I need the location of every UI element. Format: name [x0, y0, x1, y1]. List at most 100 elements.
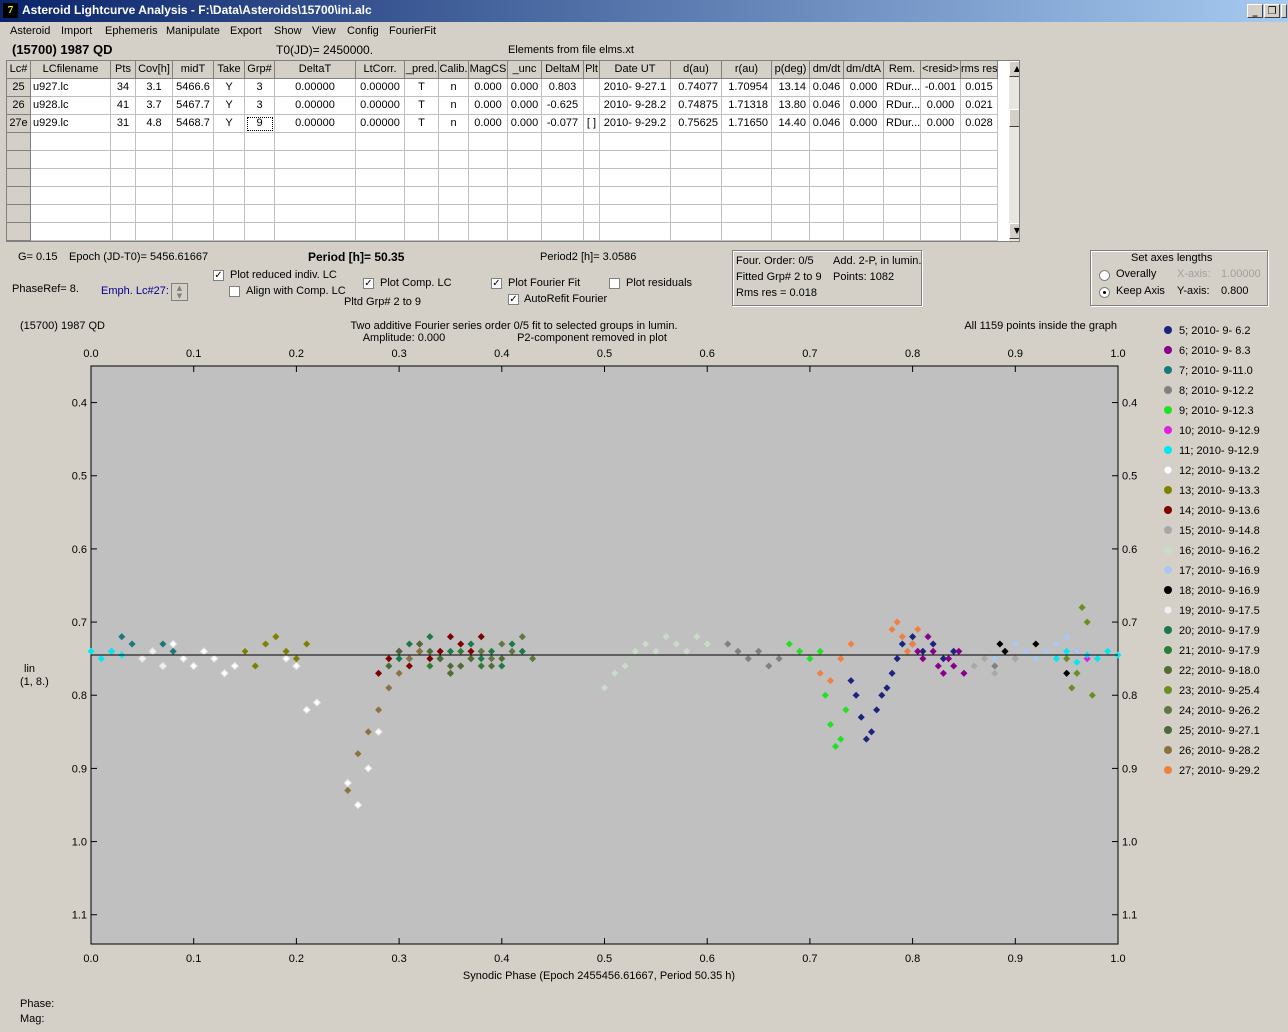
- table-cell[interactable]: -0.001: [921, 79, 961, 97]
- column-header[interactable]: Plt: [584, 61, 600, 79]
- table-cell[interactable]: 0.000: [469, 79, 508, 97]
- table-cell[interactable]: 5466.6: [173, 79, 214, 97]
- menu-import[interactable]: Import: [61, 25, 93, 37]
- row-number[interactable]: 27e: [7, 115, 31, 133]
- row-number[interactable]: [7, 169, 31, 187]
- phaseref-value[interactable]: PhaseRef= 8.: [12, 283, 79, 295]
- table-cell[interactable]: 0.000: [844, 115, 884, 133]
- row-number[interactable]: 26: [7, 97, 31, 115]
- column-header[interactable]: _pred.: [405, 61, 439, 79]
- table-scrollbar[interactable]: ▲ ▼: [1009, 61, 1019, 241]
- column-header[interactable]: midT: [173, 61, 214, 79]
- menu-export[interactable]: Export: [230, 25, 262, 37]
- pltd-grp-label[interactable]: Pltd Grp# 2 to 9: [344, 296, 422, 308]
- table-cell[interactable]: [ ]: [584, 115, 600, 133]
- row-number[interactable]: [7, 133, 31, 151]
- table-cell[interactable]: 0.015: [961, 79, 998, 97]
- scroll-up-icon[interactable]: ▲: [1009, 61, 1019, 77]
- table-cell[interactable]: T: [405, 97, 439, 115]
- table-cell[interactable]: 41: [111, 97, 136, 115]
- table-cell[interactable]: 3: [245, 79, 275, 97]
- column-header[interactable]: Calib.: [439, 61, 469, 79]
- table-cell[interactable]: 5467.7: [173, 97, 214, 115]
- keep-axis-radio[interactable]: [1099, 287, 1110, 298]
- table-cell[interactable]: 34: [111, 79, 136, 97]
- table-cell[interactable]: 0.000: [469, 97, 508, 115]
- table-cell[interactable]: 0.046: [810, 97, 844, 115]
- row-number[interactable]: [7, 187, 31, 205]
- period-value[interactable]: Period [h]= 50.35: [308, 250, 405, 264]
- row-number[interactable]: [7, 151, 31, 169]
- plot-reduced-checkbox[interactable]: ✓: [213, 270, 224, 281]
- table-cell[interactable]: 0.000: [508, 79, 542, 97]
- table-cell[interactable]: 31: [111, 115, 136, 133]
- table-cell[interactable]: 0.021: [961, 97, 998, 115]
- table-cell[interactable]: Y: [214, 97, 245, 115]
- column-header[interactable]: Rem.: [884, 61, 921, 79]
- table-cell[interactable]: 0.000: [921, 115, 961, 133]
- table-cell[interactable]: 0.000: [921, 97, 961, 115]
- table-cell[interactable]: RDur...: [884, 79, 921, 97]
- menu-config[interactable]: Config: [347, 25, 379, 37]
- table-cell[interactable]: 13.80: [772, 97, 810, 115]
- column-header[interactable]: Pts: [111, 61, 136, 79]
- scroll-thumb[interactable]: [1009, 109, 1019, 127]
- table-cell[interactable]: 4.8: [136, 115, 173, 133]
- plot-comp-checkbox[interactable]: ✓: [363, 278, 374, 289]
- table-cell[interactable]: 3: [245, 97, 275, 115]
- column-header[interactable]: LtCorr.: [356, 61, 405, 79]
- table-cell[interactable]: [584, 79, 600, 97]
- column-header[interactable]: _unc: [508, 61, 542, 79]
- table-cell[interactable]: 14.40: [772, 115, 810, 133]
- menu-view[interactable]: View: [312, 25, 336, 37]
- table-cell[interactable]: 0.00000: [275, 79, 356, 97]
- menu-manipulate[interactable]: Manipulate: [166, 25, 220, 37]
- minimize-icon[interactable]: _: [1247, 4, 1263, 18]
- table-cell[interactable]: 0.803: [542, 79, 584, 97]
- overally-radio[interactable]: [1099, 270, 1110, 281]
- emph-spinner[interactable]: ▲ ▼: [171, 283, 188, 301]
- table-cell[interactable]: 0.74077: [671, 79, 722, 97]
- table-cell[interactable]: 0.00000: [275, 115, 356, 133]
- column-header[interactable]: DeltaT: [275, 61, 356, 79]
- scroll-down-icon[interactable]: ▼: [1009, 223, 1019, 239]
- yaxis-value[interactable]: 0.800: [1221, 285, 1249, 297]
- period2-value[interactable]: Period2 [h]= 3.0586: [540, 251, 637, 263]
- table-cell[interactable]: [584, 97, 600, 115]
- column-header[interactable]: p(deg): [772, 61, 810, 79]
- xaxis-value[interactable]: 1.00000: [1221, 268, 1261, 280]
- column-header[interactable]: LCfilename: [31, 61, 111, 79]
- autorefit-checkbox[interactable]: ✓: [508, 294, 519, 305]
- column-header[interactable]: Lc#: [7, 61, 31, 79]
- column-header[interactable]: Grp#: [245, 61, 275, 79]
- table-cell[interactable]: 0.028: [961, 115, 998, 133]
- table-cell[interactable]: RDur...: [884, 115, 921, 133]
- table-cell[interactable]: u928.lc: [31, 97, 111, 115]
- table-cell[interactable]: RDur...: [884, 97, 921, 115]
- table-cell[interactable]: Y: [214, 79, 245, 97]
- column-header[interactable]: rms res: [961, 61, 998, 79]
- column-header[interactable]: r(au): [722, 61, 772, 79]
- table-cell[interactable]: n: [439, 79, 469, 97]
- table-cell[interactable]: u929.lc: [31, 115, 111, 133]
- align-checkbox[interactable]: [229, 286, 240, 297]
- table-cell[interactable]: 2010- 9-29.2: [600, 115, 671, 133]
- table-cell[interactable]: 0.000: [844, 97, 884, 115]
- menu-ephemeris[interactable]: Ephemeris: [105, 25, 158, 37]
- column-header[interactable]: <resid>: [921, 61, 961, 79]
- menu-fourierfit[interactable]: FourierFit: [389, 25, 437, 37]
- column-header[interactable]: d(au): [671, 61, 722, 79]
- close-icon[interactable]: [1281, 4, 1287, 18]
- table-cell[interactable]: T: [405, 79, 439, 97]
- row-number[interactable]: 25: [7, 79, 31, 97]
- table-cell[interactable]: 0.00000: [275, 97, 356, 115]
- table-cell[interactable]: 3.1: [136, 79, 173, 97]
- column-header[interactable]: DeltaM: [542, 61, 584, 79]
- table-cell[interactable]: 1.71318: [722, 97, 772, 115]
- menu-asteroid[interactable]: Asteroid: [10, 25, 51, 37]
- table-cell[interactable]: -0.625: [542, 97, 584, 115]
- row-number[interactable]: [7, 205, 31, 223]
- column-header[interactable]: Date UT: [600, 61, 671, 79]
- app-icon[interactable]: 7: [3, 3, 18, 18]
- table-cell[interactable]: Y: [214, 115, 245, 133]
